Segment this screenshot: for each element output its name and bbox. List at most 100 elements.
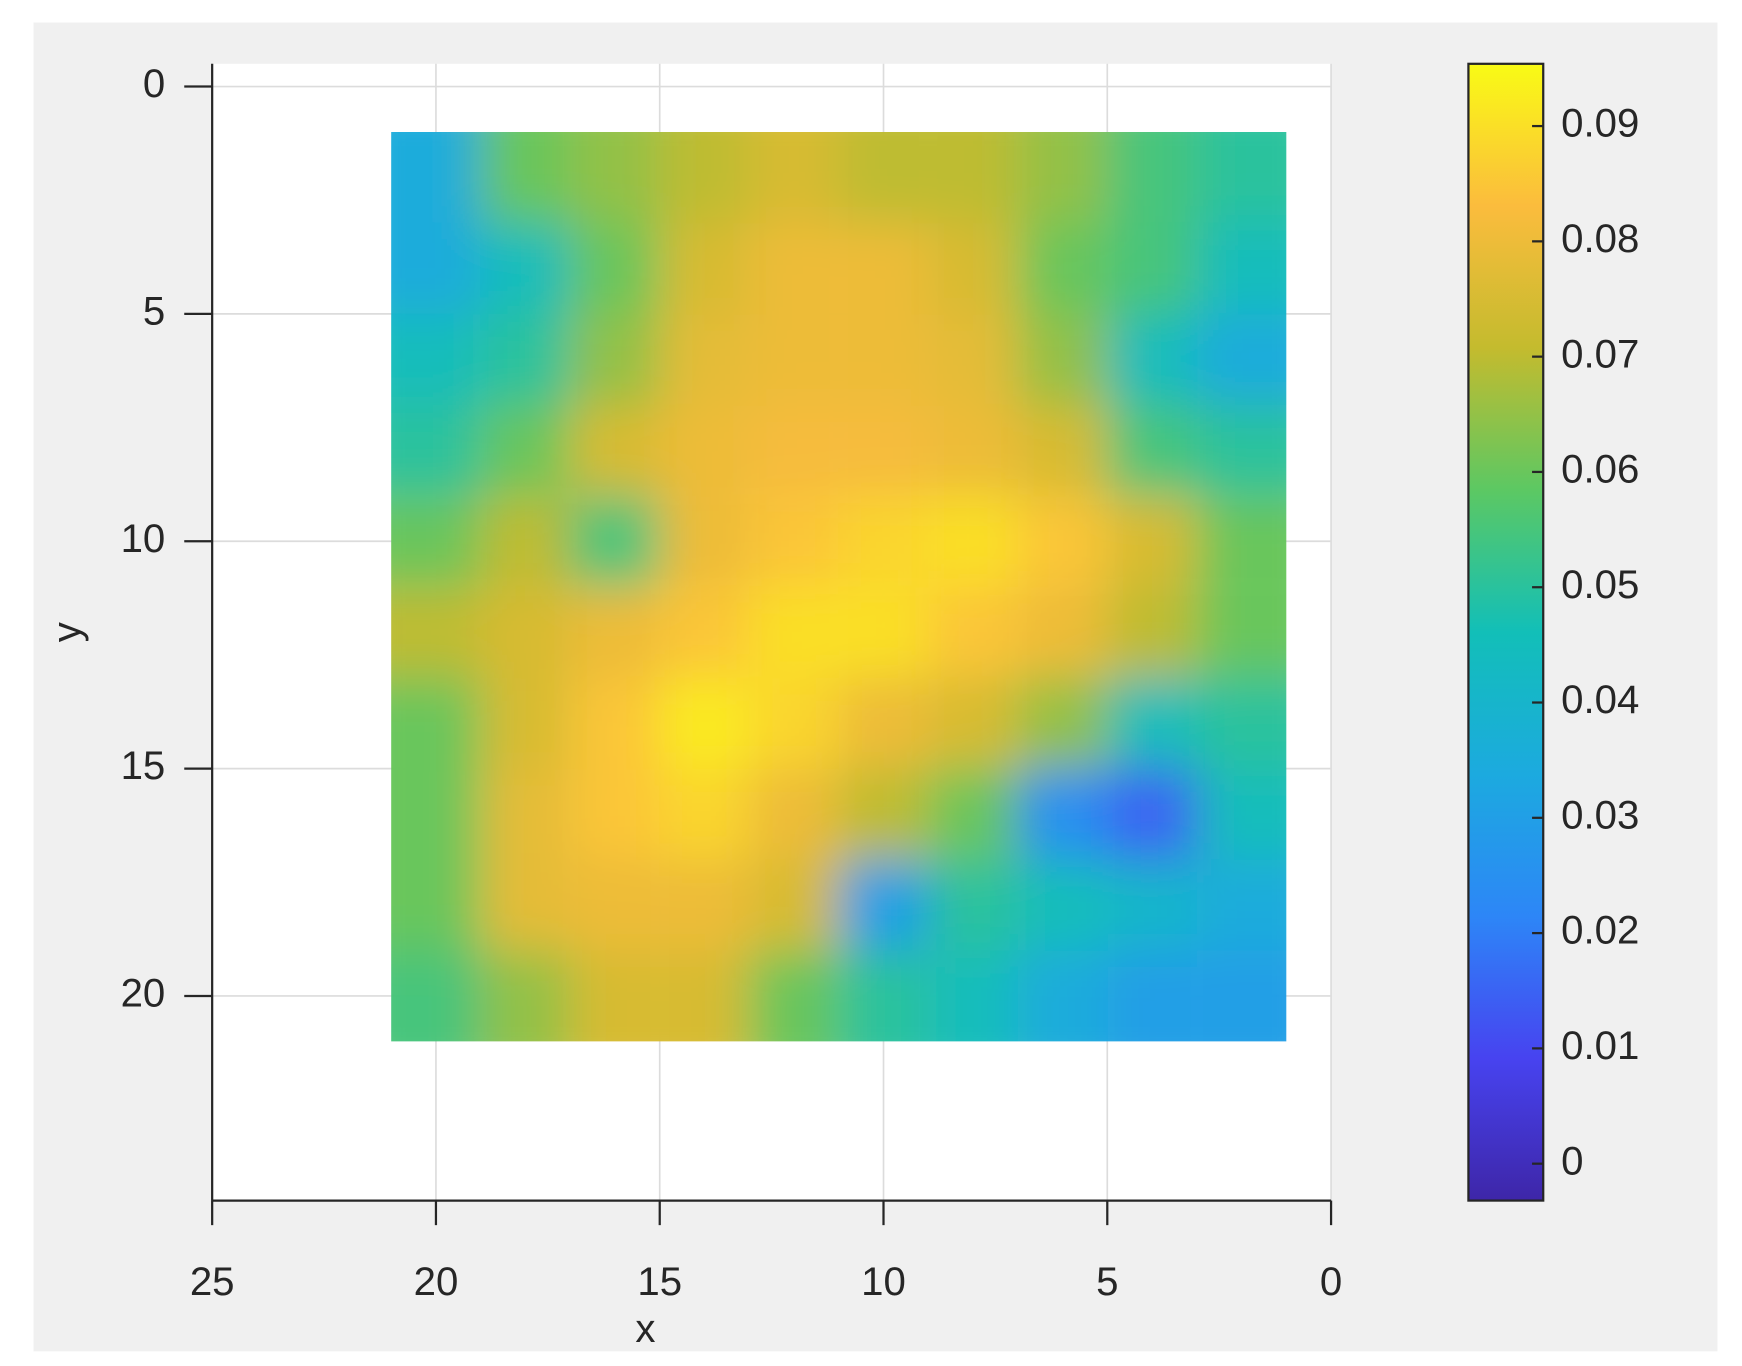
- heat-cell: [391, 222, 481, 314]
- heat-cell: [391, 768, 481, 860]
- heat-cell: [1107, 222, 1197, 314]
- heat-cell: [838, 586, 929, 678]
- heat-cell: [749, 495, 839, 587]
- colorbar-tick-label: 0.03: [1561, 792, 1639, 837]
- heat-cell: [838, 495, 929, 587]
- heat-cell: [1107, 950, 1197, 1042]
- heat-cell: [838, 768, 929, 860]
- heat-cell: [480, 313, 571, 405]
- heat-cell: [659, 313, 750, 405]
- heat-cell: [659, 222, 750, 314]
- heat-cell: [1107, 495, 1197, 587]
- heat-cell: [749, 404, 839, 496]
- heat-cell: [1107, 404, 1197, 496]
- heat-cell: [659, 677, 750, 769]
- colorbar-tick-label: 0: [1561, 1138, 1583, 1183]
- colorbar-tick-label: 0.05: [1561, 562, 1639, 607]
- heat-cell: [659, 495, 750, 587]
- heat-cell: [659, 950, 750, 1042]
- y-tick-label: 10: [121, 516, 166, 561]
- x-tick-label: 20: [414, 1259, 459, 1304]
- x-tick-label: 25: [190, 1259, 235, 1304]
- heat-cell: [838, 677, 929, 769]
- heat-cell: [1196, 222, 1287, 314]
- heat-cell: [480, 586, 571, 678]
- heat-cell: [570, 313, 660, 405]
- heat-cell: [1017, 677, 1108, 769]
- colorbar-tick-label: 0.08: [1561, 216, 1639, 261]
- heat-cell: [1017, 859, 1108, 951]
- heat-cell: [1107, 859, 1197, 951]
- heat-cell: [928, 950, 1018, 1042]
- heat-cell: [928, 313, 1018, 405]
- heat-cell: [749, 677, 839, 769]
- heat-cell: [391, 404, 481, 496]
- heat-cell: [480, 132, 571, 223]
- colorbar-tick-label: 0.09: [1561, 101, 1639, 146]
- heat-cell: [570, 677, 660, 769]
- heat-cell: [749, 222, 839, 314]
- heatmap: [391, 132, 1287, 1042]
- heat-cell: [928, 495, 1018, 587]
- heat-cell: [570, 222, 660, 314]
- y-tick-label: 20: [121, 971, 166, 1016]
- colorbar-tick-label: 0.07: [1561, 331, 1639, 376]
- heat-cell: [480, 859, 571, 951]
- heat-cell: [1107, 586, 1197, 678]
- colorbar: [1467, 62, 1545, 1202]
- heat-cell: [749, 768, 839, 860]
- heat-cell: [1017, 586, 1108, 678]
- heat-cell: [570, 859, 660, 951]
- heat-cell: [1017, 222, 1108, 314]
- heat-cell: [1196, 768, 1287, 860]
- heat-cell: [1107, 677, 1197, 769]
- heat-cell: [749, 132, 839, 223]
- y-axis-label: y: [44, 621, 89, 642]
- heat-cell: [749, 950, 839, 1042]
- heat-cell: [838, 950, 929, 1042]
- heat-cell: [1017, 313, 1108, 405]
- heat-cell: [391, 313, 481, 405]
- heat-cell: [1017, 404, 1108, 496]
- heat-cell: [749, 313, 839, 405]
- heat-cell: [391, 132, 481, 223]
- heat-cell: [1196, 586, 1287, 678]
- heat-cell: [928, 586, 1018, 678]
- heat-cell: [480, 495, 571, 587]
- heat-cell: [749, 586, 839, 678]
- heat-cell: [391, 950, 481, 1042]
- heat-cell: [1196, 313, 1287, 405]
- heat-cell: [1196, 495, 1287, 587]
- heat-cell: [480, 677, 571, 769]
- heat-cell: [1196, 404, 1287, 496]
- heat-cell: [570, 950, 660, 1042]
- heat-cell: [659, 586, 750, 678]
- heat-cell: [1196, 950, 1287, 1042]
- heat-cell: [928, 768, 1018, 860]
- x-tick-label: 15: [637, 1259, 682, 1304]
- heat-cell: [928, 222, 1018, 314]
- colorbar-tick-label: 0.04: [1561, 677, 1639, 722]
- heat-cell: [391, 586, 481, 678]
- heat-cell: [838, 859, 929, 951]
- heat-cell: [659, 132, 750, 223]
- heat-cell: [1107, 313, 1197, 405]
- heat-cell: [1107, 132, 1197, 223]
- heat-cell: [570, 132, 660, 223]
- heat-cell: [659, 859, 750, 951]
- heat-cell: [659, 768, 750, 860]
- heat-cell: [480, 404, 571, 496]
- heat-cell: [928, 677, 1018, 769]
- x-tick-label: 10: [861, 1259, 906, 1304]
- heat-cell: [391, 495, 481, 587]
- heat-cell: [480, 768, 571, 860]
- heat-cell: [838, 404, 929, 496]
- heat-cell: [391, 859, 481, 951]
- heat-cell: [1196, 859, 1287, 951]
- heat-cell: [570, 404, 660, 496]
- heat-cell: [838, 313, 929, 405]
- x-tick-label: 0: [1320, 1259, 1342, 1304]
- colorbar-tick-label: 0.01: [1561, 1023, 1639, 1068]
